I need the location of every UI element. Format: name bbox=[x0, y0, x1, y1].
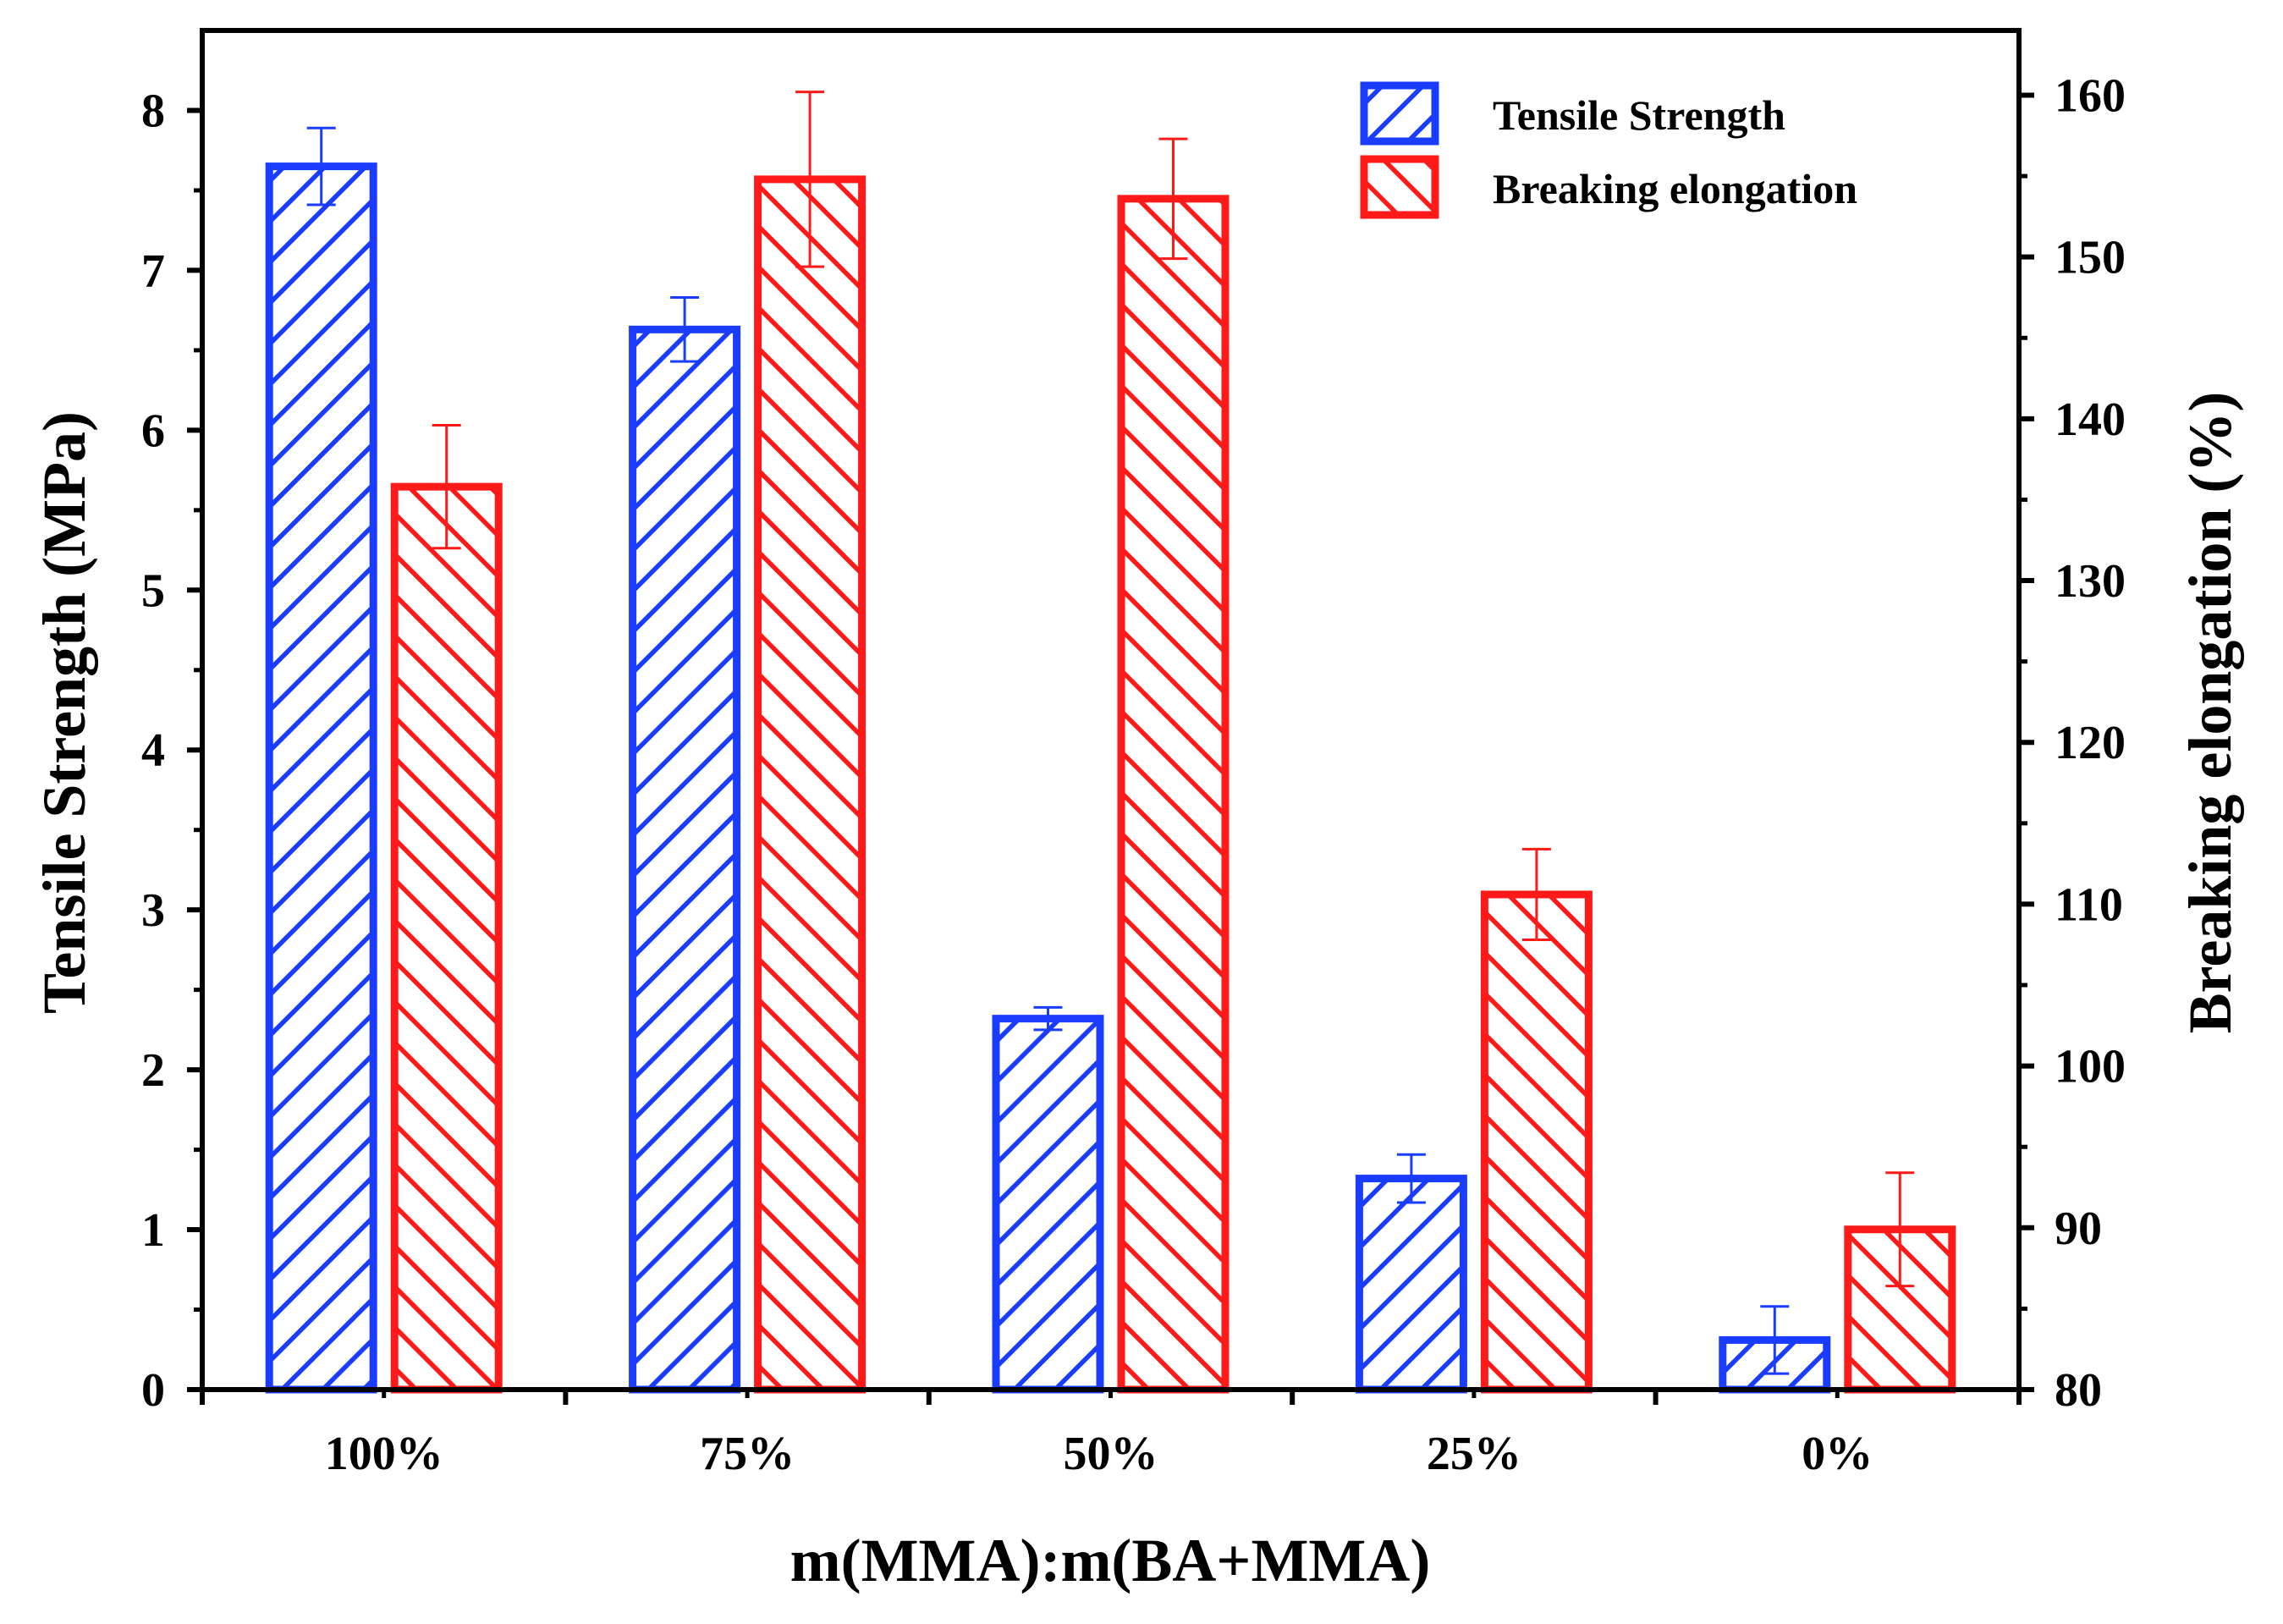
bar-breaking-elongation-2 bbox=[1117, 195, 1230, 1394]
bar-tensile-strength-2 bbox=[992, 1015, 1104, 1394]
x-axis-ticks: 100% 75% 50% 25% 0% bbox=[200, 1390, 2022, 1480]
left-axis-ticks: 0 1 2 3 4 5 6 7 8 bbox=[141, 85, 202, 1417]
error-bar-tensile-strength-3 bbox=[1396, 1153, 1426, 1204]
right-tick-label: 120 bbox=[2055, 717, 2126, 769]
left-tick-label: 7 bbox=[141, 245, 165, 297]
error-bar-breaking-elongation-2 bbox=[1158, 137, 1188, 261]
right-tick-label: 130 bbox=[2055, 555, 2126, 608]
x-tick-label: 50% bbox=[1064, 1428, 1158, 1480]
bar-breaking-elongation-0 bbox=[390, 482, 503, 1394]
legend-label-tensile-strength: Tensile Strength bbox=[1493, 91, 1785, 139]
right-axis-ticks: 80 90 100 110 120 130 140 150 160 bbox=[2019, 69, 2126, 1417]
left-tick-label: 8 bbox=[141, 85, 165, 137]
bar-tensile-strength-1 bbox=[629, 325, 741, 1394]
bar-breaking-elongation-3 bbox=[1480, 890, 1593, 1394]
left-tick-label: 2 bbox=[141, 1044, 165, 1097]
x-tick-label: 0% bbox=[1802, 1428, 1873, 1480]
left-axis-title: Tensile Strength (MPa) bbox=[30, 411, 98, 1014]
error-bars-layer bbox=[306, 91, 1915, 1375]
left-tick-label: 5 bbox=[141, 564, 165, 617]
error-bar-tensile-strength-1 bbox=[670, 296, 700, 363]
x-tick-label: 75% bbox=[700, 1428, 795, 1480]
right-tick-label: 150 bbox=[2055, 232, 2126, 284]
right-tick-label: 100 bbox=[2055, 1041, 2126, 1093]
x-tick-label: 25% bbox=[1427, 1428, 1521, 1480]
error-bar-tensile-strength-0 bbox=[306, 126, 336, 206]
right-tick-label: 140 bbox=[2055, 394, 2126, 446]
legend-swatch-tensile-strength bbox=[1360, 81, 1439, 146]
error-bar-breaking-elongation-3 bbox=[1521, 847, 1551, 941]
bars-layer bbox=[265, 162, 1956, 1394]
legend: Tensile Strength Breaking elongation bbox=[1360, 81, 1857, 219]
left-tick-label: 0 bbox=[141, 1364, 165, 1417]
error-bar-breaking-elongation-1 bbox=[795, 91, 825, 268]
bar-tensile-strength-0 bbox=[265, 162, 377, 1394]
x-tick-label: 100% bbox=[325, 1428, 443, 1480]
error-bar-tensile-strength-4 bbox=[1760, 1305, 1790, 1375]
error-bar-breaking-elongation-4 bbox=[1885, 1171, 1915, 1288]
left-tick-label: 1 bbox=[141, 1204, 165, 1257]
right-tick-label: 160 bbox=[2055, 69, 2126, 122]
bar-breaking-elongation-1 bbox=[754, 175, 866, 1394]
legend-label-breaking-elongation: Breaking elongation bbox=[1493, 165, 1857, 212]
left-tick-label: 6 bbox=[141, 405, 165, 457]
right-tick-label: 80 bbox=[2055, 1364, 2102, 1417]
right-tick-label: 90 bbox=[2055, 1203, 2102, 1255]
legend-swatch-breaking-elongation bbox=[1360, 155, 1439, 219]
x-axis-title: m(MMA):m(BA+MMA) bbox=[790, 1527, 1431, 1594]
right-axis-title: Breaking elongation (%) bbox=[2176, 392, 2244, 1034]
left-tick-label: 4 bbox=[141, 724, 165, 777]
error-bar-tensile-strength-2 bbox=[1033, 1005, 1063, 1032]
bar-tensile-strength-3 bbox=[1355, 1175, 1467, 1394]
right-tick-label: 110 bbox=[2055, 878, 2123, 931]
left-tick-label: 3 bbox=[141, 884, 165, 937]
error-bar-breaking-elongation-0 bbox=[432, 424, 461, 550]
